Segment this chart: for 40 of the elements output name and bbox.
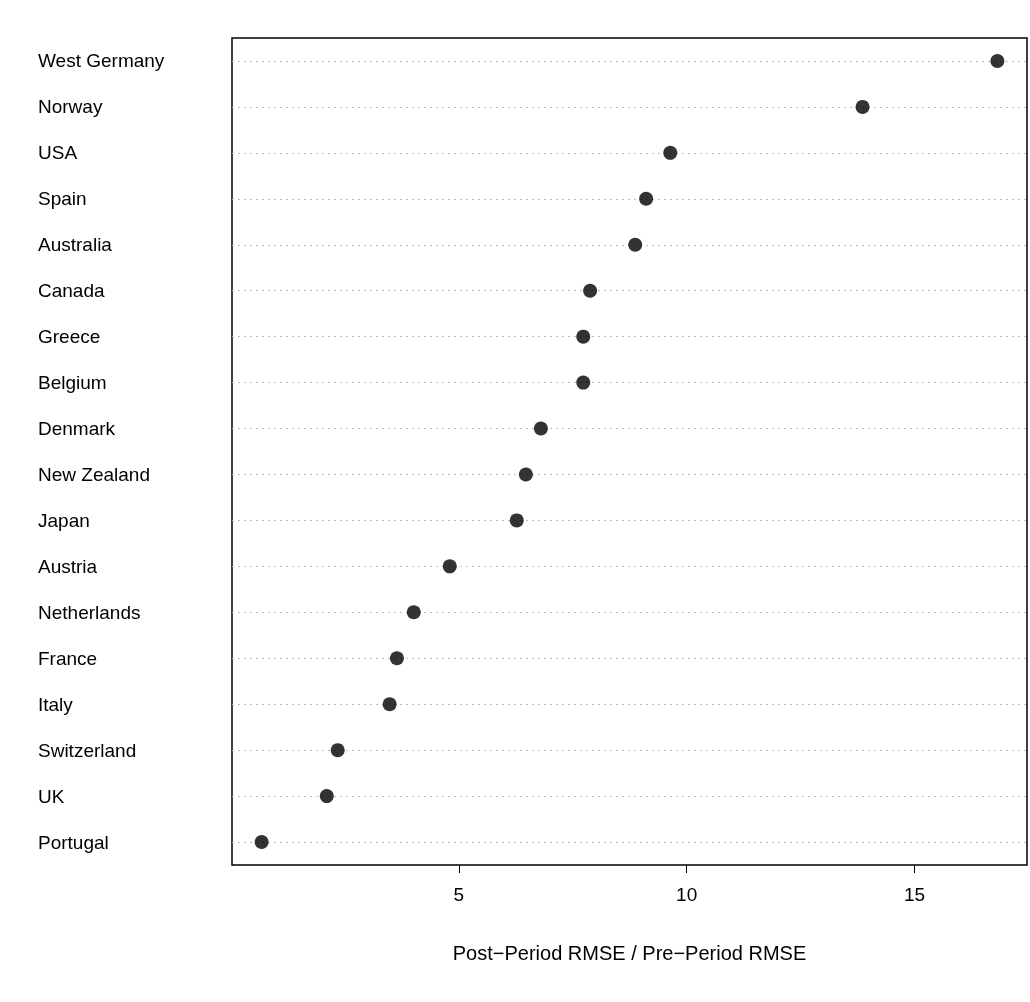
- y-tick-label: Japan: [38, 509, 90, 531]
- y-tick-label: France: [38, 647, 98, 669]
- y-tick-label: Netherlands: [38, 601, 141, 623]
- x-tick-label: 15: [903, 884, 926, 905]
- point: [639, 191, 654, 206]
- point: [576, 329, 591, 344]
- y-tick-label: West Germany: [38, 50, 165, 72]
- y-tick-label: Canada: [38, 280, 105, 302]
- x-axis-title: Post−Period RMSE / Pre−Period RMSE: [452, 942, 807, 964]
- point: [330, 743, 345, 758]
- y-tick-label: Norway: [38, 96, 103, 118]
- x-tick-label: 10: [676, 884, 698, 905]
- y-tick-label: Belgium: [38, 372, 107, 394]
- point: [583, 283, 598, 298]
- point: [509, 513, 524, 528]
- y-tick-label: Denmark: [38, 418, 116, 440]
- y-tick-label: Portugal: [38, 831, 109, 853]
- y-tick-label: UK: [38, 785, 65, 807]
- point: [628, 237, 643, 252]
- point: [533, 421, 548, 436]
- y-tick-label: USA: [38, 142, 78, 164]
- point: [319, 789, 334, 804]
- point: [254, 835, 269, 850]
- y-tick-label: Switzerland: [38, 739, 137, 761]
- point: [389, 651, 404, 666]
- point: [855, 99, 870, 114]
- point: [382, 697, 397, 712]
- point: [442, 559, 457, 574]
- x-tick-label: 5: [453, 884, 465, 905]
- point: [990, 53, 1005, 68]
- point: [406, 605, 421, 620]
- point: [518, 467, 533, 482]
- y-tick-label: Austria: [38, 555, 98, 577]
- y-tick-label: Australia: [38, 234, 113, 256]
- point: [576, 375, 591, 390]
- y-tick-label: Greece: [38, 326, 101, 348]
- y-tick-label: Italy: [38, 693, 74, 715]
- point: [663, 145, 678, 160]
- y-tick-label: New Zealand: [38, 463, 150, 485]
- y-tick-label: Spain: [38, 188, 87, 210]
